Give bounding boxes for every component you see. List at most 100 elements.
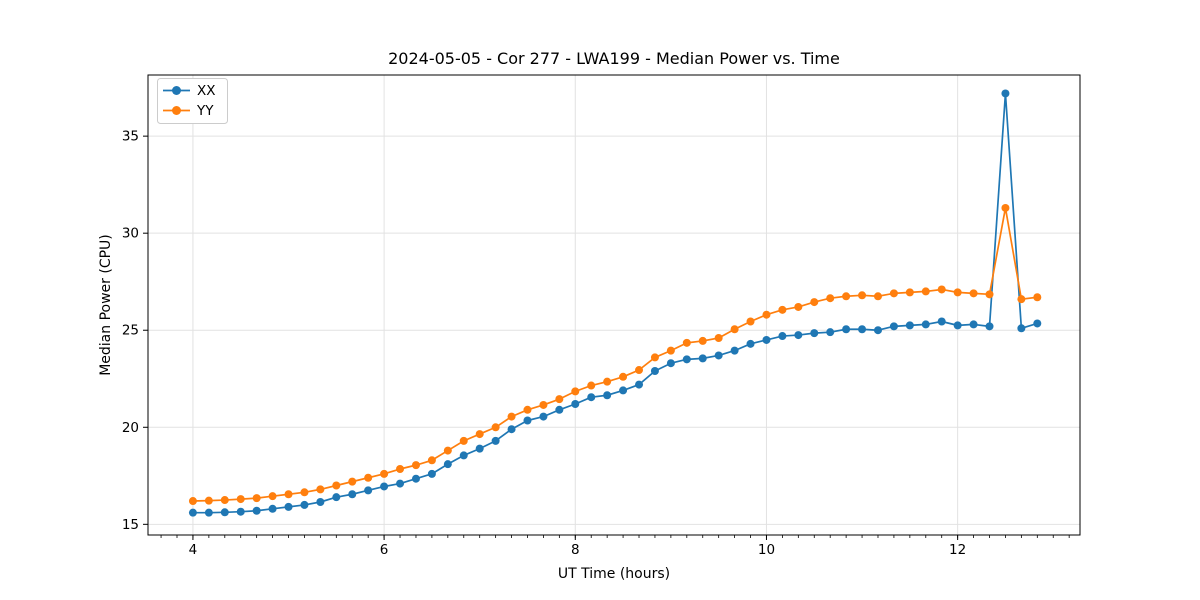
- series-XX-marker: [842, 325, 851, 334]
- series-XX-marker: [635, 380, 644, 389]
- series-YY-marker: [1033, 293, 1042, 302]
- series-YY-marker: [778, 305, 787, 314]
- series-XX-marker: [475, 444, 484, 453]
- series-YY-marker: [380, 469, 389, 478]
- series-YY-marker: [762, 310, 771, 319]
- series-XX-marker: [459, 451, 468, 460]
- series-XX-marker: [411, 474, 420, 483]
- series-YY-marker: [1017, 295, 1026, 304]
- series-XX-marker: [666, 359, 675, 368]
- series-XX-marker: [810, 329, 819, 338]
- series-XX-marker: [380, 482, 389, 491]
- series-YY-marker: [364, 473, 373, 482]
- y-tick-label: 35: [122, 129, 139, 145]
- x-tick-label: 8: [571, 542, 580, 558]
- series-YY-marker: [459, 436, 468, 445]
- series-XX-marker: [523, 416, 532, 425]
- series-XX-marker: [587, 393, 596, 402]
- series-XX-marker: [188, 508, 197, 517]
- y-tick-label: 15: [122, 517, 139, 533]
- series-XX-marker: [714, 351, 723, 360]
- x-tick-label: 10: [758, 542, 775, 558]
- series-YY-marker: [937, 285, 946, 294]
- plot-border: [147, 74, 1081, 536]
- x-tick-label: 12: [949, 542, 966, 558]
- series-XX-marker: [1001, 89, 1010, 98]
- series-YY-marker: [316, 485, 325, 494]
- series-XX-marker: [300, 500, 309, 509]
- series-YY-marker: [953, 288, 962, 297]
- series-YY-marker: [842, 292, 851, 301]
- y-tick-label: 20: [122, 420, 139, 436]
- series-YY-marker: [491, 423, 500, 432]
- series-XX-marker: [236, 507, 245, 516]
- series-YY-marker: [873, 292, 882, 301]
- series-YY-marker: [300, 488, 309, 497]
- series-XX-marker: [555, 405, 564, 414]
- series-YY-marker: [348, 477, 357, 486]
- series-YY-marker: [826, 294, 835, 303]
- x-tick-label: 6: [380, 542, 389, 558]
- series-XX-marker: [220, 508, 229, 517]
- series-XX-marker: [364, 486, 373, 495]
- series-YY-marker: [603, 377, 612, 386]
- y-axis-label: Median Power (CPU): [98, 234, 114, 376]
- series-YY-marker: [411, 461, 420, 470]
- chart-title: 2024-05-05 - Cor 277 - LWA199 - Median P…: [388, 49, 840, 68]
- series-XX-marker: [332, 493, 341, 502]
- series-YY-marker: [985, 290, 994, 299]
- legend-item-yy: YY: [163, 103, 214, 119]
- series-XX-marker: [396, 479, 405, 488]
- series-YY-marker: [635, 366, 644, 375]
- series-YY-marker: [443, 446, 452, 455]
- legend-label-yy: YY: [196, 103, 214, 119]
- x-tick-label: 4: [189, 542, 198, 558]
- series-YY-marker: [507, 412, 516, 421]
- series-XX-marker: [491, 436, 500, 445]
- series-YY-marker: [555, 395, 564, 404]
- series-YY-marker: [650, 353, 659, 362]
- series-YY-marker: [236, 495, 245, 504]
- legend-marker-icon-yy: [172, 106, 181, 115]
- grid-lines: [148, 75, 1080, 535]
- series-YY-marker: [810, 298, 819, 307]
- axis-ticks: [143, 135, 1070, 540]
- series-YY-marker: [905, 288, 914, 297]
- axes-spines: [147, 74, 1081, 536]
- series-XX-marker: [953, 321, 962, 330]
- series-YY-marker: [523, 405, 532, 414]
- series-YY-marker: [252, 494, 261, 503]
- series-XX-marker: [427, 469, 436, 478]
- series-XX-marker: [1017, 324, 1026, 333]
- series-YY-line: [192, 207, 1038, 502]
- series-XX-marker: [746, 339, 755, 348]
- legend-item-xx: XX: [163, 83, 216, 99]
- series-XX-marker: [985, 322, 994, 331]
- series-XX-marker: [937, 317, 946, 326]
- legend-label-xx: XX: [197, 83, 216, 99]
- y-tick-label: 30: [122, 226, 139, 242]
- series-YY-marker: [268, 492, 277, 501]
- series-YY-marker: [889, 289, 898, 298]
- series-XX-marker: [969, 320, 978, 329]
- legend-box: [157, 78, 228, 124]
- series-XX-marker: [268, 504, 277, 513]
- series-XX-marker: [1033, 319, 1042, 328]
- series-XX-marker: [730, 346, 739, 355]
- series-XX-marker: [889, 322, 898, 331]
- series-XX-marker: [762, 335, 771, 344]
- series-XX-marker: [284, 502, 293, 511]
- series-YY-marker: [794, 302, 803, 311]
- series-XX-marker: [682, 355, 691, 364]
- series-YY-marker: [666, 346, 675, 355]
- series-YY-marker: [969, 289, 978, 298]
- series-XX-marker: [443, 460, 452, 469]
- series-YY-marker: [427, 456, 436, 465]
- series-XX-marker: [252, 506, 261, 515]
- series-XX-marker: [858, 325, 867, 334]
- series-YY-marker: [396, 465, 405, 474]
- data-series: [188, 89, 1042, 517]
- series-YY-marker: [332, 481, 341, 490]
